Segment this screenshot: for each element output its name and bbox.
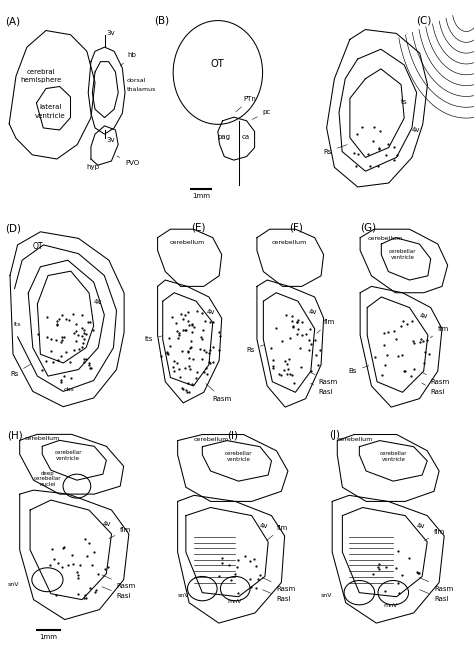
Text: hyp: hyp bbox=[87, 165, 100, 171]
Text: mnV: mnV bbox=[383, 603, 398, 608]
Text: dorsal: dorsal bbox=[127, 78, 146, 83]
Text: cerebellum: cerebellum bbox=[194, 437, 229, 441]
Text: cerebellum: cerebellum bbox=[272, 240, 307, 245]
Text: pc: pc bbox=[252, 109, 271, 119]
Text: (I): (I) bbox=[227, 430, 238, 440]
Text: 1mm: 1mm bbox=[192, 193, 210, 199]
Text: mnV: mnV bbox=[227, 599, 241, 604]
Text: (J): (J) bbox=[329, 430, 340, 440]
Text: Bs: Bs bbox=[349, 365, 369, 374]
Text: (H): (H) bbox=[8, 430, 23, 440]
Text: (B): (B) bbox=[154, 15, 169, 25]
Text: cerebral: cerebral bbox=[26, 69, 55, 75]
Text: snV: snV bbox=[320, 593, 332, 598]
Text: 4v: 4v bbox=[417, 523, 426, 529]
Text: cerebellum: cerebellum bbox=[25, 436, 60, 441]
Text: Rs: Rs bbox=[246, 344, 264, 353]
Text: lateral: lateral bbox=[39, 104, 61, 110]
Text: cerebellar
ventricle: cerebellar ventricle bbox=[55, 451, 82, 461]
Text: OT: OT bbox=[33, 242, 43, 251]
Text: snV: snV bbox=[8, 582, 19, 586]
Text: (F): (F) bbox=[289, 223, 303, 233]
Text: Rasl: Rasl bbox=[419, 590, 448, 602]
Text: 3v: 3v bbox=[106, 30, 115, 35]
Text: (A): (A) bbox=[5, 16, 20, 26]
Text: 4v: 4v bbox=[412, 127, 420, 133]
Text: cerebellum: cerebellum bbox=[337, 437, 373, 441]
Text: thalamus: thalamus bbox=[127, 87, 156, 92]
Text: flm: flm bbox=[317, 319, 335, 333]
Text: Rasl: Rasl bbox=[102, 586, 131, 599]
Text: ts: ts bbox=[401, 99, 408, 106]
Text: OT: OT bbox=[211, 59, 225, 69]
Text: pag: pag bbox=[218, 134, 231, 140]
Text: 4v: 4v bbox=[308, 309, 317, 315]
Text: 3v: 3v bbox=[106, 137, 115, 144]
Text: PTn: PTn bbox=[236, 96, 256, 112]
Text: 4v: 4v bbox=[419, 313, 428, 319]
Text: cerebellar
ventricle: cerebellar ventricle bbox=[389, 249, 416, 260]
Text: 4v: 4v bbox=[260, 523, 268, 529]
Text: Rasm: Rasm bbox=[419, 577, 453, 592]
Text: hemisphere: hemisphere bbox=[20, 77, 61, 83]
Text: lts: lts bbox=[145, 336, 163, 342]
Text: 4v: 4v bbox=[103, 521, 111, 527]
Text: cbs: cbs bbox=[63, 388, 74, 392]
Text: cerebellar
ventricle: cerebellar ventricle bbox=[380, 451, 407, 462]
Text: (G): (G) bbox=[360, 223, 376, 233]
Text: lts: lts bbox=[13, 322, 20, 327]
Text: cerebellum: cerebellum bbox=[367, 236, 402, 241]
Text: (E): (E) bbox=[191, 223, 205, 233]
Text: Rasl: Rasl bbox=[263, 590, 291, 602]
Text: hb: hb bbox=[120, 52, 137, 66]
Text: Rasl: Rasl bbox=[422, 383, 445, 396]
Text: (D): (D) bbox=[5, 223, 21, 233]
Text: snV: snV bbox=[178, 593, 189, 598]
Text: Rasm: Rasm bbox=[263, 578, 296, 592]
Text: 1mm: 1mm bbox=[39, 634, 57, 640]
Text: ca: ca bbox=[242, 134, 250, 140]
Text: cerebellum: cerebellum bbox=[170, 240, 205, 245]
Text: deep
cerebellar
nuclei: deep cerebellar nuclei bbox=[34, 470, 61, 487]
Text: flm: flm bbox=[109, 527, 131, 539]
Text: flm: flm bbox=[430, 326, 449, 338]
Text: flm: flm bbox=[425, 529, 445, 541]
Text: (C): (C) bbox=[417, 16, 432, 26]
Text: Rasm: Rasm bbox=[206, 384, 232, 401]
Text: 4v: 4v bbox=[206, 309, 215, 315]
Text: Rasm: Rasm bbox=[422, 373, 450, 384]
Text: PVO: PVO bbox=[117, 156, 139, 166]
Text: 4v: 4v bbox=[94, 299, 102, 305]
Text: Rasl: Rasl bbox=[310, 383, 333, 396]
Text: cerebellar
ventricle: cerebellar ventricle bbox=[225, 451, 252, 462]
Text: Rs: Rs bbox=[10, 364, 30, 377]
Text: Rasm: Rasm bbox=[310, 373, 338, 384]
Text: ventricle: ventricle bbox=[35, 113, 65, 119]
Text: Rasm: Rasm bbox=[102, 575, 136, 588]
Text: flm: flm bbox=[267, 525, 288, 540]
Text: Rs: Rs bbox=[324, 144, 347, 155]
